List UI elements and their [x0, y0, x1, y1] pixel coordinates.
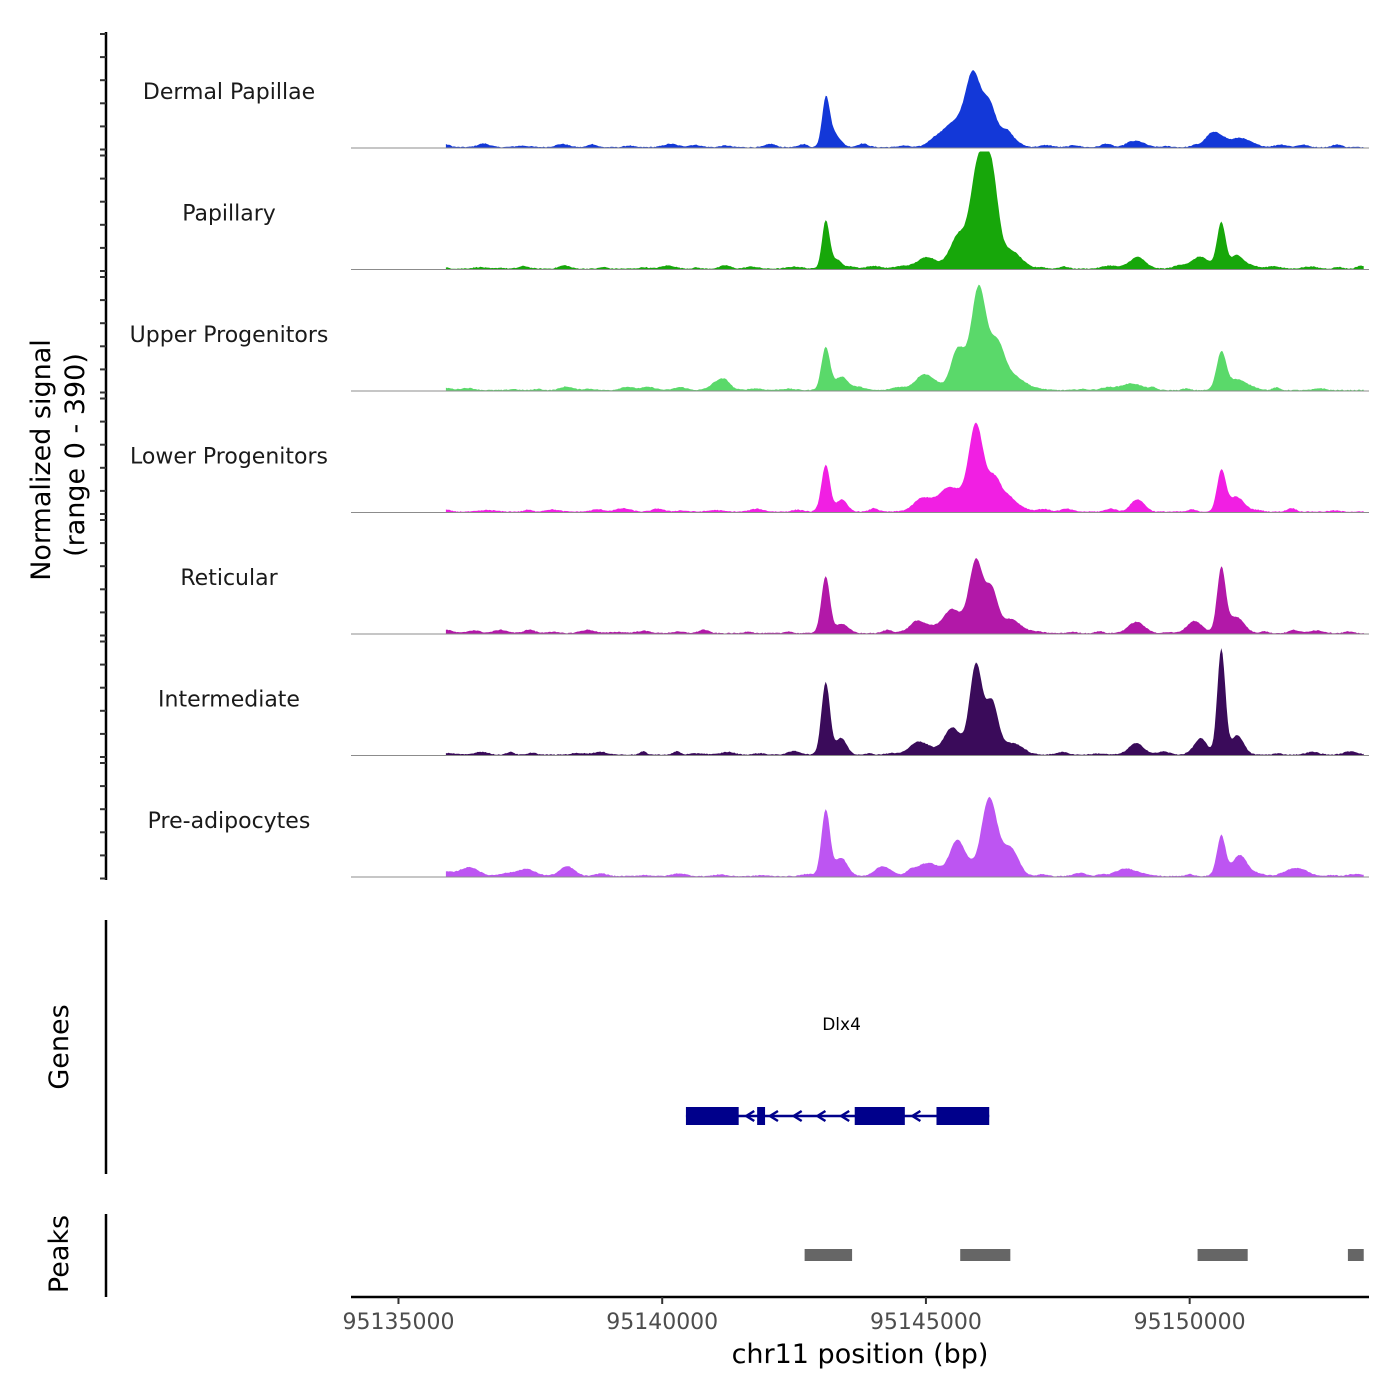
x-tick-label: 95145000 [870, 1310, 982, 1335]
peak-region [960, 1249, 1011, 1261]
signal-y-ticks [100, 33, 106, 880]
track-dermal-papillae: Dermal Papillae [143, 70, 1369, 149]
gene-label: Dlx4 [822, 1015, 861, 1035]
strand-arrow [791, 1109, 803, 1123]
x-tick-label: 95150000 [1134, 1310, 1246, 1335]
y-axis-title: Normalized signal [26, 339, 57, 581]
gene-exon [685, 1107, 739, 1125]
track-label: Lower Progenitors [130, 445, 328, 470]
signal-area [445, 70, 1364, 148]
signal-area [445, 796, 1364, 877]
strand-arrow [815, 1109, 827, 1123]
genes-axis-title: Genes [44, 1004, 75, 1089]
strand-arrow [910, 1109, 922, 1123]
strand-arrow [743, 1109, 755, 1123]
track-lower-progenitors: Lower Progenitors [130, 422, 1369, 513]
gene-exon [854, 1107, 905, 1125]
track-pre-adipocytes: Pre-adipocytes [148, 796, 1369, 878]
peaks-axis-title: Peaks [44, 1215, 75, 1293]
signal-area [445, 422, 1364, 512]
signal-area [445, 557, 1364, 634]
x-axis-title: chr11 position (bp) [732, 1339, 989, 1370]
gene-exon [936, 1107, 990, 1125]
strand-arrow [838, 1109, 850, 1123]
track-label: Reticular [180, 566, 278, 591]
signal-area [445, 284, 1364, 391]
signal-area [445, 648, 1364, 755]
gene-exon [757, 1107, 766, 1125]
track-intermediate: Intermediate [158, 648, 1369, 756]
track-label: Intermediate [158, 688, 300, 713]
signal-area [445, 151, 1364, 269]
track-papillary: Papillary [182, 151, 1369, 270]
x-tick-label: 95140000 [606, 1310, 718, 1335]
gene-track: Dlx4 [685, 1015, 990, 1125]
y-axis-range: (range 0 - 390) [60, 353, 91, 557]
strand-arrow [767, 1109, 779, 1123]
peak-track [804, 1249, 1364, 1261]
track-label: Papillary [182, 202, 276, 227]
track-upper-progenitors: Upper Progenitors [130, 284, 1369, 392]
track-label: Dermal Papillae [143, 80, 315, 105]
peak-region [1197, 1249, 1248, 1261]
x-axis-ticks: 95135000 95140000 95145000 95150000 [342, 1297, 1246, 1335]
x-tick-label: 95135000 [342, 1310, 454, 1335]
signal-tracks: Dermal Papillae Papillary Upper Progenitor… [130, 70, 1369, 878]
track-reticular: Reticular [180, 557, 1369, 635]
track-label: Upper Progenitors [130, 323, 329, 348]
peak-region [1347, 1249, 1364, 1261]
peak-region [804, 1249, 853, 1261]
track-label: Pre-adipocytes [148, 809, 311, 834]
